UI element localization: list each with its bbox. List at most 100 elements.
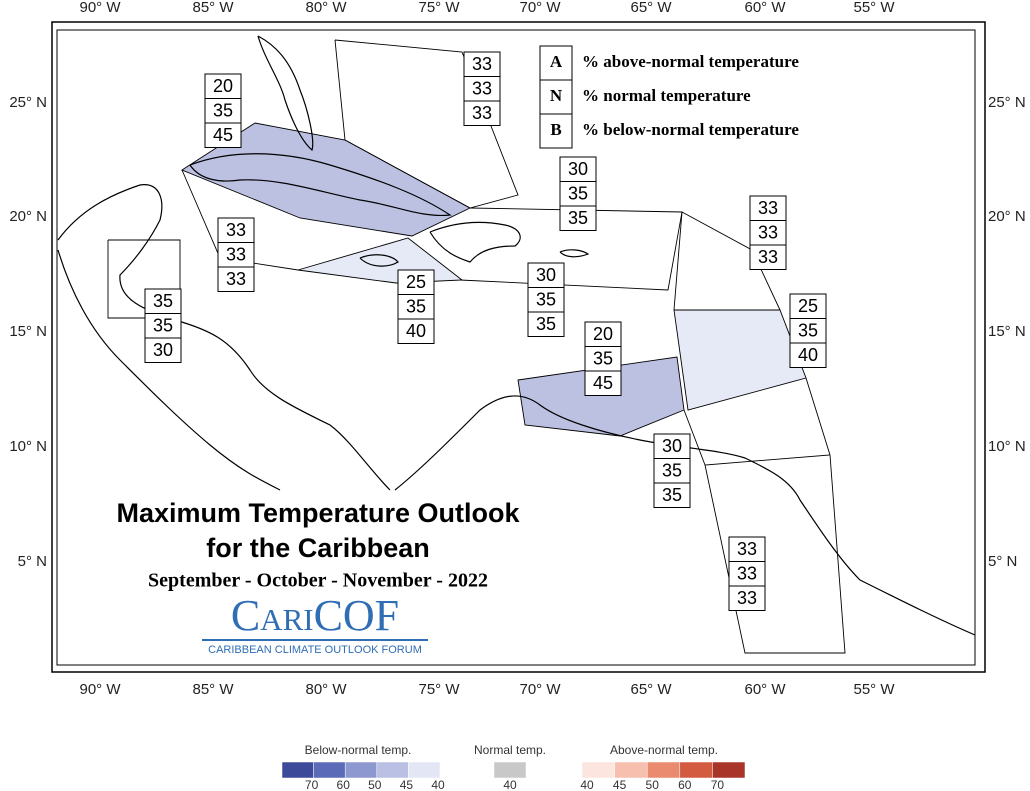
legend-level: 40: [503, 778, 517, 791]
legend-level: 50: [646, 778, 660, 791]
probability-below: 35: [536, 314, 556, 334]
probability-cell: [144, 288, 182, 314]
period: September - October - November - 2022: [148, 570, 488, 592]
legend-swatch: [344, 761, 378, 779]
probability-above: 33: [737, 539, 757, 559]
legend-level: 70: [305, 778, 319, 791]
probability-above: 33: [226, 220, 246, 240]
logo: CariCOF: [231, 591, 399, 640]
probability-below: 35: [662, 485, 682, 505]
legend-swatch: [712, 761, 746, 779]
latitude-label: 15° N: [9, 323, 47, 340]
longitude-label: 70° W: [519, 681, 561, 698]
probability-below: 45: [213, 125, 233, 145]
longitude-label: 60° W: [744, 681, 786, 698]
legend-level: 60: [678, 778, 692, 791]
probability-cell: [397, 269, 435, 295]
probability-below: 33: [737, 588, 757, 608]
longitude-label: 55° W: [853, 681, 895, 698]
legend-swatch: [679, 761, 713, 779]
probability-cell: [653, 482, 691, 508]
title: Maximum Temperature Outlook: [116, 498, 520, 528]
latitude-label: 10° N: [988, 438, 1026, 455]
legend-level: 50: [368, 778, 382, 791]
logo-subtitle: CARIBBEAN CLIMATE OUTLOOK FORUM: [208, 644, 422, 656]
probability-cell: [463, 100, 501, 126]
legend-swatch: [581, 761, 615, 779]
probability-below: 35: [568, 208, 588, 228]
probability-cell: [584, 370, 622, 396]
probability-above: 35: [153, 291, 173, 311]
longitude-label: 90° W: [79, 681, 121, 698]
probability-above: 33: [758, 198, 778, 218]
legend-level: 40: [580, 778, 594, 791]
longitude-label: 85° W: [192, 0, 234, 16]
probability-below: 33: [472, 103, 492, 123]
longitude-label: 65° W: [630, 681, 672, 698]
key-letter: B: [550, 120, 561, 139]
legend-swatch: [646, 761, 681, 779]
latitude-label: 15° N: [988, 323, 1026, 340]
probability-cell: [527, 262, 565, 288]
probability-cell: [204, 73, 242, 99]
probability-cell: [204, 122, 242, 148]
probability-cell: [728, 585, 766, 611]
probability-cell: [527, 311, 565, 337]
probability-cell: [584, 321, 622, 347]
probability-normal: 33: [758, 222, 778, 242]
probability-cell: [653, 433, 691, 459]
legend-title: Above-normal temp.: [610, 743, 718, 757]
probability-above: 30: [662, 436, 682, 456]
probability-normal: 33: [472, 78, 492, 98]
probability-above: 33: [472, 54, 492, 74]
probability-cell: [144, 313, 182, 339]
probability-above: 25: [406, 272, 426, 292]
longitude-label: 85° W: [192, 681, 234, 698]
title: for the Caribbean: [206, 533, 430, 563]
longitude-label: 65° W: [630, 0, 672, 16]
key-boxes: [539, 45, 573, 149]
probability-normal: 35: [593, 348, 613, 368]
probability-cell: [653, 458, 691, 484]
probability-below: 40: [798, 345, 818, 365]
longitude-label: 70° W: [519, 0, 561, 16]
probability-cell: [584, 346, 622, 372]
key-letter: A: [550, 52, 563, 71]
longitude-label: 75° W: [418, 0, 460, 16]
latitude-label: 20° N: [988, 208, 1026, 225]
latitude-label: 10° N: [9, 438, 47, 455]
probability-above: 30: [568, 159, 588, 179]
key-text: % below-normal temperature: [582, 120, 799, 139]
probability-normal: 35: [406, 296, 426, 316]
probability-above: 20: [593, 324, 613, 344]
legend-swatch: [614, 761, 648, 779]
legend-level: 60: [337, 778, 351, 791]
legend-swatch: [493, 761, 527, 779]
legend-swatch: [281, 761, 314, 779]
legend-title: Below-normal temp.: [305, 743, 412, 757]
longitude-label: 75° W: [418, 681, 460, 698]
probability-normal: 35: [662, 460, 682, 480]
probability-below: 45: [593, 373, 613, 393]
probability-cell: [728, 536, 766, 562]
probability-normal: 35: [568, 183, 588, 203]
key-text: % above-normal temperature: [582, 52, 799, 71]
longitude-label: 90° W: [79, 0, 121, 16]
key-text: % normal temperature: [582, 86, 751, 105]
probability-normal: 33: [737, 563, 757, 583]
longitude-label: 55° W: [853, 0, 895, 16]
probability-above: 30: [536, 265, 556, 285]
probability-below: 30: [153, 340, 173, 360]
probability-normal: 35: [153, 315, 173, 335]
probability-cell: [789, 318, 827, 344]
longitude-label: 80° W: [305, 0, 347, 16]
probability-normal: 35: [213, 100, 233, 120]
probability-cell: [397, 294, 435, 320]
legend-swatch: [408, 761, 441, 779]
probability-normal: 35: [536, 289, 556, 309]
probability-cell: [749, 244, 787, 270]
key-letter: N: [550, 86, 563, 105]
probability-cell: [204, 98, 242, 124]
probability-below: 33: [226, 269, 246, 289]
